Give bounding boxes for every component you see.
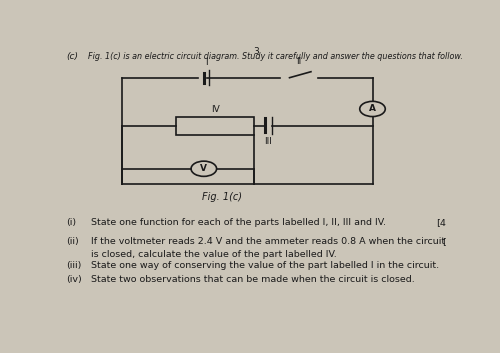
Text: State two observations that can be made when the circuit is closed.: State two observations that can be made … (91, 275, 414, 284)
Bar (176, 117, 254, 135)
Text: [4: [4 (436, 218, 446, 227)
Text: I: I (205, 58, 208, 67)
Circle shape (191, 161, 216, 176)
Circle shape (360, 101, 386, 116)
Text: State one way of conserving the value of the part labelled I in the circuit.: State one way of conserving the value of… (91, 261, 439, 270)
Text: (iii): (iii) (66, 261, 82, 270)
Text: II: II (296, 57, 302, 66)
Text: (c): (c) (66, 52, 78, 61)
Text: V: V (200, 164, 207, 173)
Text: (ii): (ii) (66, 237, 79, 246)
Text: Fig. 1(c): Fig. 1(c) (202, 192, 242, 202)
Text: [: [ (442, 237, 446, 246)
Text: 3: 3 (254, 47, 259, 56)
Text: IV: IV (211, 105, 220, 114)
Text: State one function for each of the parts labelled I, II, III and IV.: State one function for each of the parts… (91, 218, 386, 227)
Text: (i): (i) (66, 218, 76, 227)
Text: is closed, calculate the value of the part labelled IV.: is closed, calculate the value of the pa… (91, 250, 336, 259)
Text: A: A (369, 104, 376, 113)
Text: (iv): (iv) (66, 275, 82, 284)
Text: If the voltmeter reads 2.4 V and the ammeter reads 0.8 A when the circuit: If the voltmeter reads 2.4 V and the amm… (91, 237, 445, 246)
Text: Fig. 1(c) is an electric circuit diagram. Study it carefully and answer the ques: Fig. 1(c) is an electric circuit diagram… (88, 52, 462, 61)
Text: III: III (264, 137, 272, 146)
